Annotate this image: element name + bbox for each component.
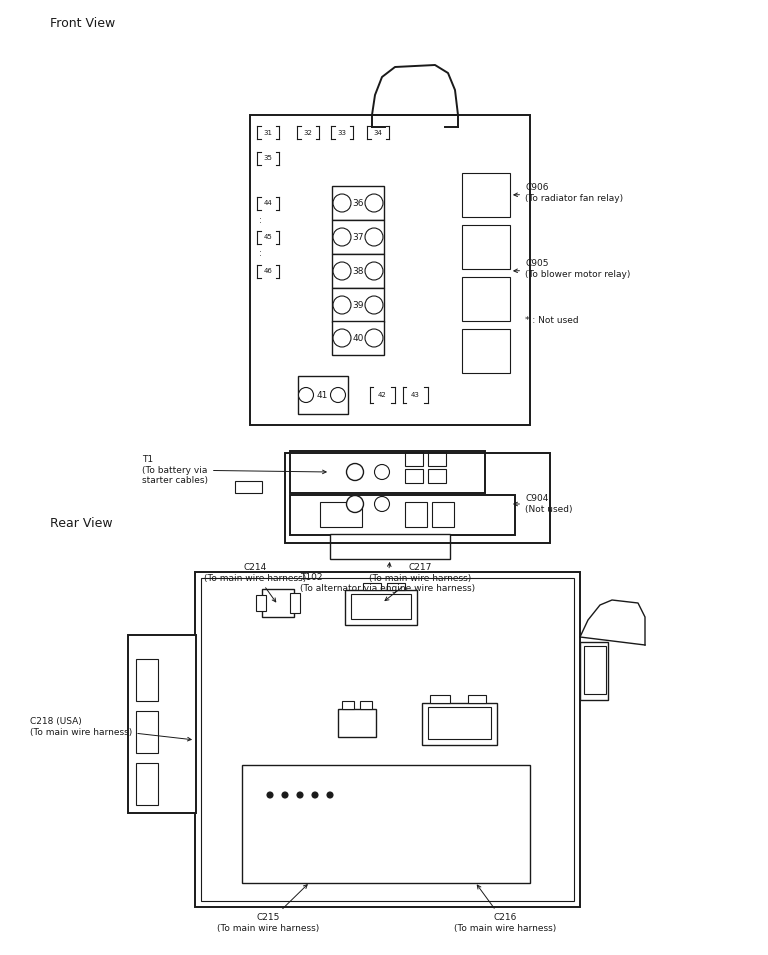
Text: C905
(To blower motor relay): C905 (To blower motor relay) bbox=[514, 260, 631, 279]
Text: C218 (USA)
(To main wire harness): C218 (USA) (To main wire harness) bbox=[30, 717, 191, 741]
Circle shape bbox=[375, 497, 389, 512]
Text: 37: 37 bbox=[353, 232, 364, 242]
Circle shape bbox=[333, 262, 351, 280]
Circle shape bbox=[365, 296, 383, 314]
Circle shape bbox=[333, 228, 351, 246]
Circle shape bbox=[312, 792, 318, 798]
Bar bbox=[290, 593, 300, 613]
Text: 39: 39 bbox=[353, 301, 364, 309]
Circle shape bbox=[330, 388, 346, 402]
Circle shape bbox=[299, 388, 313, 402]
Text: 33: 33 bbox=[337, 130, 346, 136]
Text: 40: 40 bbox=[353, 333, 364, 343]
Text: T102
(To alternator via engine wire harness): T102 (To alternator via engine wire harn… bbox=[300, 562, 475, 593]
Bar bbox=[580, 642, 608, 700]
Circle shape bbox=[365, 228, 383, 246]
Bar bbox=[405, 452, 423, 466]
Bar bbox=[330, 534, 450, 559]
Circle shape bbox=[365, 194, 383, 212]
Bar bbox=[422, 703, 497, 745]
Bar bbox=[136, 763, 158, 805]
Circle shape bbox=[333, 194, 351, 212]
Bar bbox=[290, 495, 515, 535]
Circle shape bbox=[346, 463, 363, 480]
Text: 45: 45 bbox=[263, 234, 273, 240]
Bar bbox=[262, 589, 294, 617]
Bar bbox=[405, 469, 423, 483]
Text: C216
(To main wire harness): C216 (To main wire harness) bbox=[454, 885, 556, 933]
Bar bbox=[430, 695, 450, 703]
Text: Rear View: Rear View bbox=[50, 517, 113, 529]
Bar bbox=[242, 765, 530, 883]
Circle shape bbox=[365, 329, 383, 347]
Bar bbox=[332, 254, 384, 288]
Bar bbox=[235, 481, 262, 493]
Text: 46: 46 bbox=[263, 268, 273, 274]
Text: T1
(To battery via
starter cables): T1 (To battery via starter cables) bbox=[142, 456, 326, 485]
Bar bbox=[136, 711, 158, 753]
Circle shape bbox=[282, 792, 288, 798]
Text: Front View: Front View bbox=[50, 16, 115, 30]
Bar bbox=[345, 590, 417, 625]
Bar bbox=[201, 578, 574, 901]
Bar bbox=[432, 502, 454, 527]
Text: 36: 36 bbox=[353, 199, 364, 207]
Bar bbox=[285, 453, 550, 543]
Circle shape bbox=[375, 464, 389, 479]
Text: 38: 38 bbox=[353, 266, 364, 275]
Text: 35: 35 bbox=[263, 155, 273, 161]
Bar bbox=[462, 329, 510, 373]
Bar bbox=[332, 186, 384, 220]
Bar bbox=[405, 502, 427, 527]
Text: 41: 41 bbox=[316, 391, 328, 399]
Circle shape bbox=[297, 792, 303, 798]
Bar bbox=[462, 277, 510, 321]
Text: 31: 31 bbox=[263, 130, 273, 136]
Bar bbox=[332, 321, 384, 355]
Bar bbox=[256, 595, 266, 611]
Bar bbox=[195, 572, 580, 907]
Bar bbox=[128, 635, 196, 813]
Bar bbox=[360, 701, 372, 709]
Text: 42: 42 bbox=[378, 392, 386, 398]
Circle shape bbox=[365, 262, 383, 280]
Text: * : Not used: * : Not used bbox=[525, 315, 578, 325]
Text: 34: 34 bbox=[373, 130, 382, 136]
Text: :: : bbox=[259, 248, 261, 258]
Bar bbox=[332, 220, 384, 254]
Text: 43: 43 bbox=[411, 392, 419, 398]
Text: C904
(Not used): C904 (Not used) bbox=[514, 495, 572, 514]
Bar bbox=[342, 701, 354, 709]
Circle shape bbox=[327, 792, 333, 798]
Bar bbox=[462, 225, 510, 269]
Bar bbox=[136, 659, 158, 701]
Bar bbox=[320, 502, 362, 527]
Bar bbox=[428, 469, 446, 483]
Bar bbox=[298, 376, 348, 414]
Text: :: : bbox=[259, 216, 261, 224]
Bar bbox=[351, 594, 411, 619]
Circle shape bbox=[333, 329, 351, 347]
Bar bbox=[428, 707, 491, 739]
Circle shape bbox=[267, 792, 273, 798]
Text: C217
(To main wire harness): C217 (To main wire harness) bbox=[369, 563, 471, 601]
Bar bbox=[387, 583, 405, 590]
Bar bbox=[584, 646, 606, 694]
Bar bbox=[332, 288, 384, 322]
Bar bbox=[462, 173, 510, 217]
Bar bbox=[428, 452, 446, 466]
Bar bbox=[338, 709, 376, 737]
Text: C214
(To main wire harness): C214 (To main wire harness) bbox=[204, 563, 306, 602]
Text: 32: 32 bbox=[303, 130, 313, 136]
Text: C215
(To main wire harness): C215 (To main wire harness) bbox=[217, 884, 319, 933]
Bar bbox=[468, 695, 486, 703]
Bar bbox=[290, 451, 485, 493]
Bar bbox=[250, 115, 530, 425]
Circle shape bbox=[346, 496, 363, 513]
Text: C906
(To radiator fan relay): C906 (To radiator fan relay) bbox=[514, 183, 623, 202]
Text: 44: 44 bbox=[263, 200, 273, 206]
Bar bbox=[363, 583, 381, 590]
Circle shape bbox=[333, 296, 351, 314]
